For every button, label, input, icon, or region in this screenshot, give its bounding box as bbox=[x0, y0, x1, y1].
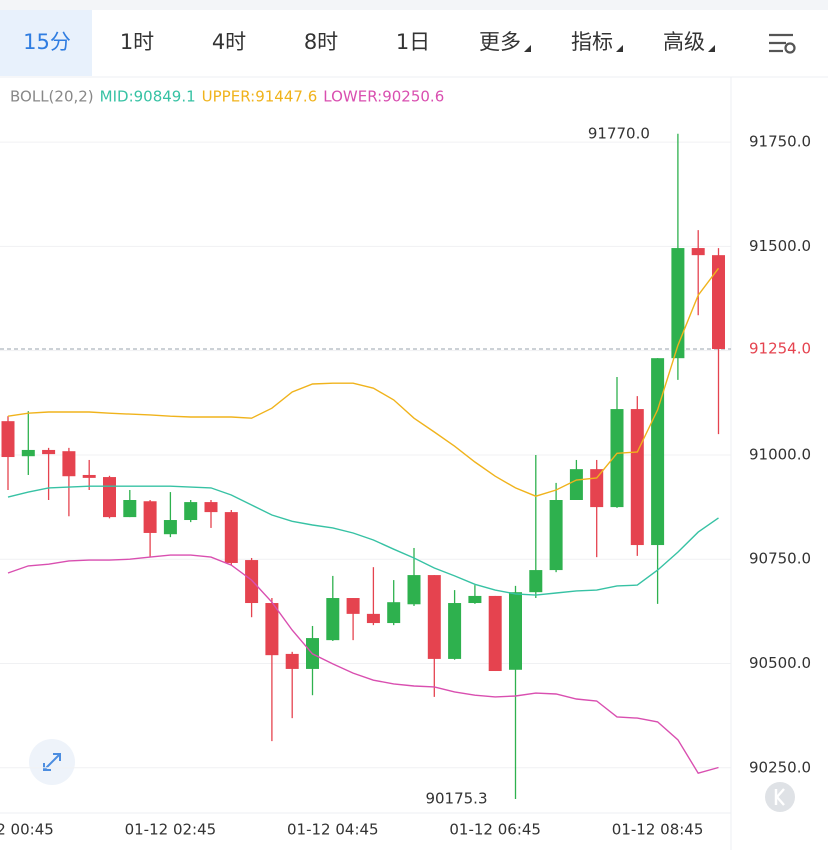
tab[interactable]: 高级 bbox=[663, 30, 705, 54]
candle-body bbox=[651, 358, 665, 546]
plot bbox=[0, 133, 731, 799]
candle-body bbox=[427, 575, 441, 659]
candle-body bbox=[346, 598, 360, 614]
y-tick-label: 90500.0 bbox=[749, 654, 811, 672]
candle-body bbox=[509, 592, 522, 670]
legend-item: LOWER:90250.6 bbox=[323, 88, 444, 106]
band-line bbox=[7, 267, 720, 497]
k-button[interactable] bbox=[765, 782, 795, 812]
y-tick-label: 90750.0 bbox=[749, 550, 811, 568]
candle-body bbox=[123, 500, 137, 518]
expand-button[interactable] bbox=[29, 739, 75, 785]
candle-body bbox=[265, 603, 279, 656]
candle-body bbox=[103, 477, 116, 518]
y-tick-label: 91000.0 bbox=[749, 445, 811, 463]
tab[interactable]: 1日 bbox=[396, 30, 430, 54]
candle-body bbox=[204, 502, 218, 513]
tab[interactable]: 8时 bbox=[304, 30, 338, 54]
candle-body bbox=[224, 512, 238, 563]
dropdown-caret bbox=[708, 45, 715, 52]
legend-item: UPPER:91447.6 bbox=[202, 88, 318, 106]
tab[interactable]: 4时 bbox=[212, 30, 246, 54]
last-price-label: 91254.0 bbox=[749, 340, 811, 358]
settings-icon[interactable] bbox=[769, 33, 796, 54]
candle-body bbox=[529, 570, 543, 593]
last-price-bg bbox=[738, 338, 824, 361]
candle-body bbox=[448, 603, 462, 659]
candle-body bbox=[630, 409, 644, 546]
candle-body bbox=[1, 421, 15, 458]
x-tick-label: 01-12 06:45 bbox=[449, 821, 541, 839]
candle-body bbox=[387, 602, 401, 624]
candle-body bbox=[407, 575, 421, 605]
dropdown-caret bbox=[616, 45, 623, 52]
candle-body bbox=[21, 449, 35, 457]
dropdown-caret bbox=[524, 45, 531, 52]
candle-body bbox=[245, 560, 259, 604]
x-tick-label: 01-12 02:45 bbox=[125, 821, 217, 839]
candle-body bbox=[285, 653, 299, 669]
tab[interactable]: 15分 bbox=[23, 30, 71, 54]
candle-body bbox=[691, 248, 705, 256]
candle-body bbox=[671, 248, 685, 359]
x-tick-label: 01-12 00:45 bbox=[0, 821, 54, 839]
candle-body bbox=[42, 449, 56, 455]
candle-body bbox=[610, 409, 624, 508]
band-line bbox=[7, 554, 719, 775]
candle-body bbox=[62, 451, 76, 477]
y-tick-label: 91500.0 bbox=[749, 237, 811, 255]
candle-body bbox=[712, 255, 725, 350]
legend-item: BOLL(20,2) bbox=[10, 88, 94, 106]
tab[interactable]: 1时 bbox=[120, 30, 154, 54]
active-tab-bg bbox=[0, 10, 92, 76]
candle-body bbox=[468, 595, 482, 604]
x-tick-label: 01-12 04:45 bbox=[287, 821, 379, 839]
band-line bbox=[7, 485, 719, 596]
candle-body bbox=[82, 474, 96, 478]
candle-body bbox=[590, 469, 604, 508]
y-tick-label: 91750.0 bbox=[749, 133, 811, 151]
y-tick-label: 90250.0 bbox=[749, 758, 811, 776]
candle-body bbox=[163, 520, 177, 535]
status-strip bbox=[0, 0, 828, 10]
tab[interactable]: 指标 bbox=[571, 30, 613, 54]
extreme-label: 91770.0 bbox=[588, 124, 650, 142]
candle-body bbox=[488, 595, 502, 672]
x-tick-label: 01-12 08:45 bbox=[612, 821, 704, 839]
extreme-label: 90175.3 bbox=[425, 789, 487, 807]
candle-body bbox=[326, 598, 340, 641]
candle-body bbox=[143, 501, 157, 533]
candle-body bbox=[184, 502, 198, 521]
candle-body bbox=[366, 613, 380, 624]
legend-item: MID:90849.1 bbox=[100, 88, 196, 106]
candle-body bbox=[569, 469, 583, 500]
candle-body bbox=[549, 500, 563, 571]
tab[interactable]: 更多 bbox=[479, 30, 521, 54]
